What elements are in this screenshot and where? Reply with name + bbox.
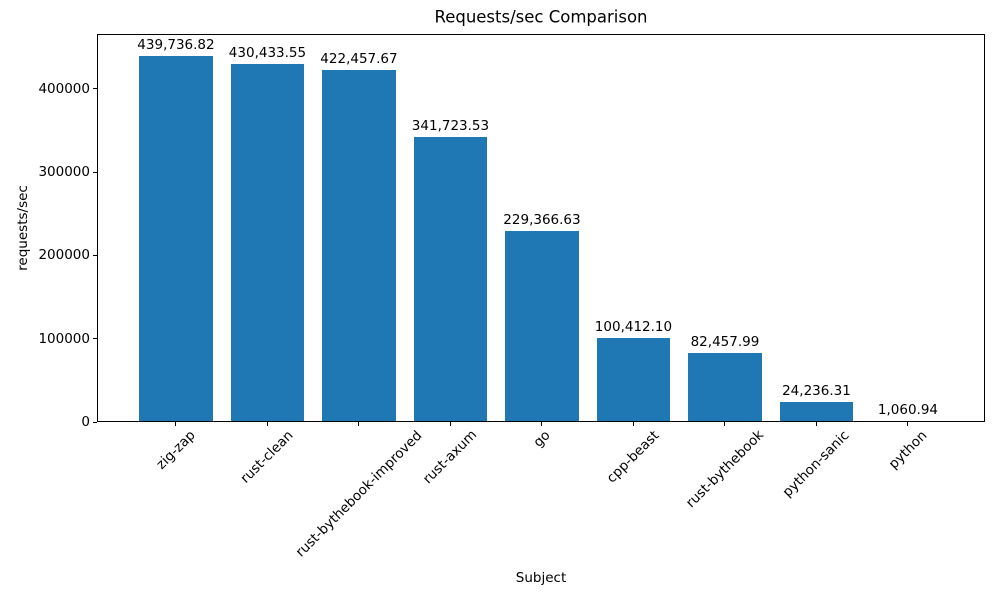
y-tick (93, 338, 97, 340)
x-tick (724, 422, 726, 426)
category-label: python-sanic (779, 427, 853, 501)
bar-value-label: 341,723.53 (411, 118, 490, 135)
x-tick (175, 422, 177, 426)
x-tick (815, 422, 817, 426)
x-tick (358, 422, 360, 426)
bar-value-label: 100,412.10 (594, 319, 673, 336)
y-tick (93, 88, 97, 90)
bar (139, 55, 213, 422)
bar (230, 63, 305, 422)
category-label: zig-zap (153, 427, 199, 473)
bar (688, 353, 762, 422)
x-tick (449, 422, 451, 426)
category-label: go (530, 427, 554, 451)
y-tick-label: 100000 (38, 330, 90, 347)
y-tick-label: 400000 (38, 80, 90, 97)
bar (413, 137, 488, 422)
y-tick-label: 0 (81, 414, 90, 430)
x-tick (632, 422, 634, 426)
y-tick-label: 300000 (38, 164, 90, 181)
bar-value-label: 430,433.55 (228, 44, 307, 61)
bar-value-label: 229,366.63 (503, 212, 581, 229)
category-label: python (885, 427, 931, 472)
y-tick (93, 421, 97, 423)
y-tick (93, 171, 97, 173)
y-axis-label: requests/sec (15, 185, 31, 271)
bar-value-label: 439,736.82 (137, 36, 215, 53)
y-tick-label: 200000 (38, 247, 90, 264)
category-label: rust-bythebook (682, 427, 768, 512)
bar-value-label: 82,457.99 (690, 334, 760, 351)
bar-value-label: 1,060.94 (877, 402, 939, 418)
x-axis-label: Subject (515, 570, 567, 586)
bar-value-label: 422,457.67 (320, 51, 398, 68)
bar (505, 231, 579, 422)
bar (779, 401, 854, 422)
chart-title: Requests/sec Comparison (434, 7, 648, 27)
x-tick (541, 422, 543, 426)
bar (596, 338, 671, 422)
bar (322, 70, 396, 422)
bar-value-label: 24,236.31 (782, 382, 851, 399)
x-tick (266, 422, 268, 426)
category-label: cpp-beast (604, 427, 663, 486)
x-tick (907, 422, 909, 426)
category-label: rust-clean (237, 427, 298, 487)
category-label: rust-axum (420, 427, 481, 488)
y-tick (93, 254, 97, 256)
category-label: rust-bythebook-improved (292, 427, 426, 561)
